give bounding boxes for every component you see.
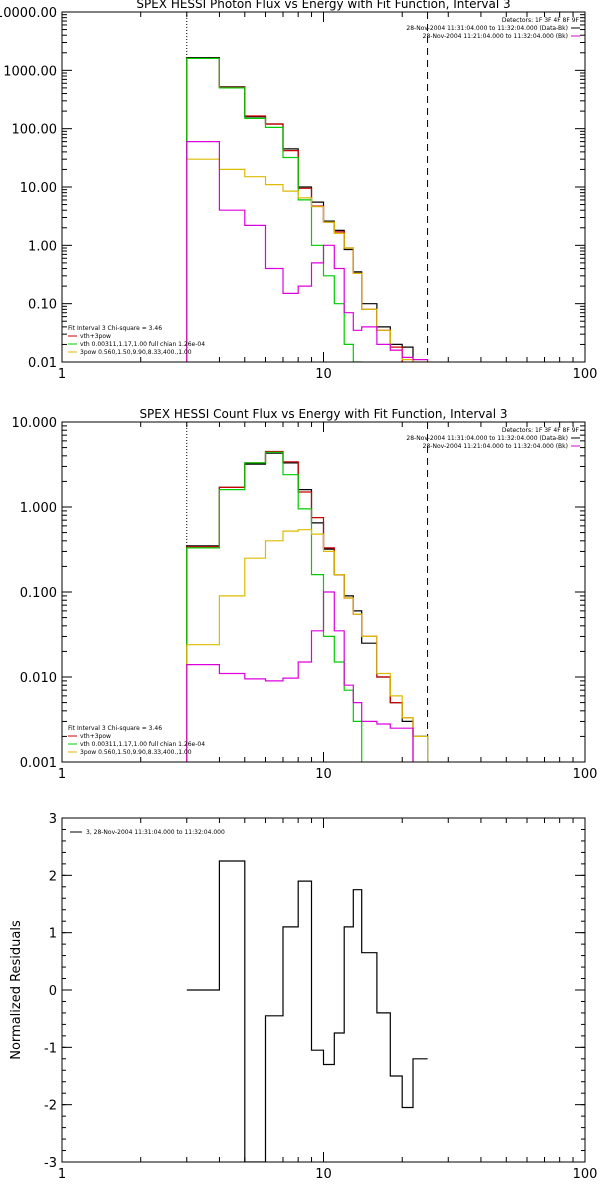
plot-frame [61, 817, 586, 1163]
y-tick-label: 100.00 [12, 123, 58, 138]
y-tick-label: 3 [49, 812, 57, 827]
x-tick-label: 1 [58, 767, 66, 782]
legend-entry: 3, 28-Nov-2004 11:31:04.000 to 11:32:04.… [86, 829, 225, 836]
chart-panel-1: SPEX HESSI Photon Flux vs Energy with Fi… [0, 0, 597, 382]
series-line-1 [186, 57, 414, 362]
series-line-1 [186, 860, 428, 1162]
fit-legend-entry: vth+3pow [80, 733, 111, 740]
y-tick-label: 10.00 [20, 181, 57, 196]
x-tick-label: 100 [573, 367, 598, 382]
chart-title: SPEX HESSI Photon Flux vs Energy with Fi… [136, 0, 510, 11]
y-tick-label: 2 [49, 869, 57, 884]
y-tick-label: 1.00 [28, 239, 57, 254]
y-tick-label: 0.100 [20, 586, 57, 601]
chart-panel-2: SPEX HESSI Count Flux vs Energy with Fit… [12, 407, 598, 782]
y-tick-label: -2 [44, 1099, 57, 1114]
fit-legend-entry: vth 0.00311,1.17,1.00 full chian 1.26e-0… [80, 341, 205, 348]
legend-detectors: Detectors: 1F 3F 4F 8F 9F [502, 17, 580, 24]
legend-entry: 28-Nov-2004 11:21:04.000 to 11:32:04.000… [423, 33, 568, 40]
series-line-4 [186, 158, 428, 362]
series-line-3 [186, 451, 363, 762]
y-tick-label: 1 [49, 927, 57, 942]
fit-legend-entry: vth 0.00311,1.17,1.00 full chian 1.26e-0… [80, 741, 205, 748]
legend-detectors: Detectors: 1F 3F 4F 8F 9F [502, 427, 580, 434]
fit-legend-entry: vth+3pow [80, 333, 111, 340]
x-tick-label: 10 [315, 1167, 332, 1182]
legend-entry: 28-Nov-2004 11:31:04.000 to 11:32:04.000… [406, 25, 568, 32]
y-tick-label: 10000.00 [0, 6, 57, 21]
fit-legend-entry: 3pow 0.560,1.50,9.90,8.33,400.,1.00 [80, 749, 192, 756]
x-tick-label: 100 [573, 1167, 598, 1182]
x-tick-label: 10 [315, 367, 332, 382]
y-tick-label: -1 [44, 1041, 57, 1056]
x-tick-label: 10 [315, 767, 332, 782]
plot-frame [61, 421, 586, 763]
y-tick-label: 0.01 [28, 356, 57, 371]
y-tick-label: 1.000 [20, 501, 57, 516]
y-tick-label: 0.10 [28, 298, 57, 313]
series-line-5 [186, 141, 429, 362]
x-tick-label: 1 [58, 1167, 66, 1182]
series-group [186, 450, 429, 762]
y-tick-label: 0 [49, 984, 57, 999]
y-tick-label: 10.000 [12, 416, 58, 431]
legend-entry: 28-Nov-2004 11:21:04.000 to 11:32:04.000… [423, 443, 568, 450]
y-tick-label: 0.001 [20, 756, 57, 771]
series-group [186, 57, 429, 362]
chart-panel-3: Normalized Residuals 1 10 100 -3 -2 -1 0 1 2 3 3, 2… [9, 812, 597, 1182]
fit-legend-entry: 3pow 0.560,1.50,9.90,8.33,400.,1.00 [80, 349, 192, 356]
y-tick-label: 0.010 [20, 671, 57, 686]
legend-entry: 28-Nov-2004 11:31:04.000 to 11:32:04.000… [406, 435, 568, 442]
x-tick-label: 1 [58, 367, 66, 382]
y-tick-label: 1000.00 [3, 64, 57, 79]
y-tick-label: -3 [44, 1156, 57, 1171]
series-line-1 [186, 452, 429, 762]
series-line-2 [186, 450, 414, 762]
series-group [186, 860, 428, 1162]
y-axis-label: Normalized Residuals [9, 920, 24, 1060]
series-line-4 [186, 529, 429, 762]
series-line-3 [186, 57, 362, 362]
plot-frame [61, 11, 586, 363]
x-tick-label: 100 [573, 767, 598, 782]
series-line-5 [186, 591, 414, 762]
fit-legend-header: Fit Interval 3 Chi-square = 3.46 [68, 325, 162, 332]
chart-title: SPEX HESSI Count Flux vs Energy with Fit… [139, 407, 507, 421]
fit-legend-header: Fit Interval 3 Chi-square = 3.46 [68, 725, 162, 732]
